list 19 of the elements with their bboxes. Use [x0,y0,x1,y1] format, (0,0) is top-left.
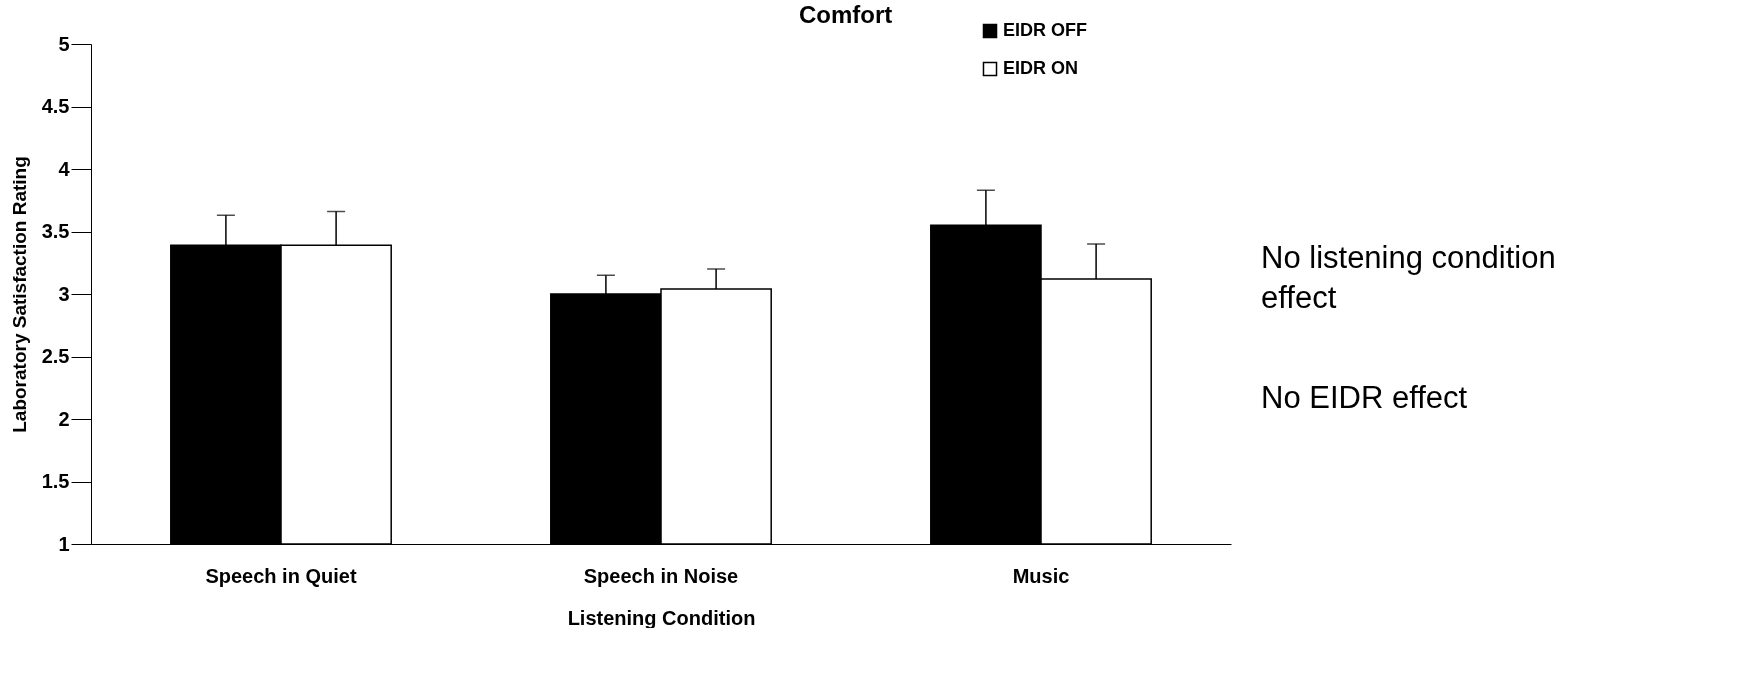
x-tick-label: Music [1012,564,1070,587]
y-axis-title: Laboratory Satisfaction Rating [8,156,30,433]
y-tick-label: 4 [58,157,71,180]
x-tick-label: Speech in Noise [583,564,739,587]
y-tick-label: 3 [58,282,70,305]
y-tick-label: 5 [58,32,70,55]
y-tick-label: 1.5 [41,470,70,492]
legend-label: EIDR ON [1003,58,1079,78]
text: No EIDR effect [1261,380,1468,415]
y-tick-label: 1 [58,532,70,555]
y-tick-label: 4.5 [41,95,70,117]
y-tick-label: 2 [58,407,70,430]
y-tick-label: 2.5 [41,345,70,367]
x-tick-label: Speech in Quiet [205,564,357,587]
text: No listening condition effect [1261,240,1556,315]
chart-title: Comfort [798,1,893,28]
y-tick-label: 3.5 [41,220,70,242]
legend-label: EIDR OFF [1003,20,1087,40]
x-axis-title: Listening Condition [567,606,756,629]
